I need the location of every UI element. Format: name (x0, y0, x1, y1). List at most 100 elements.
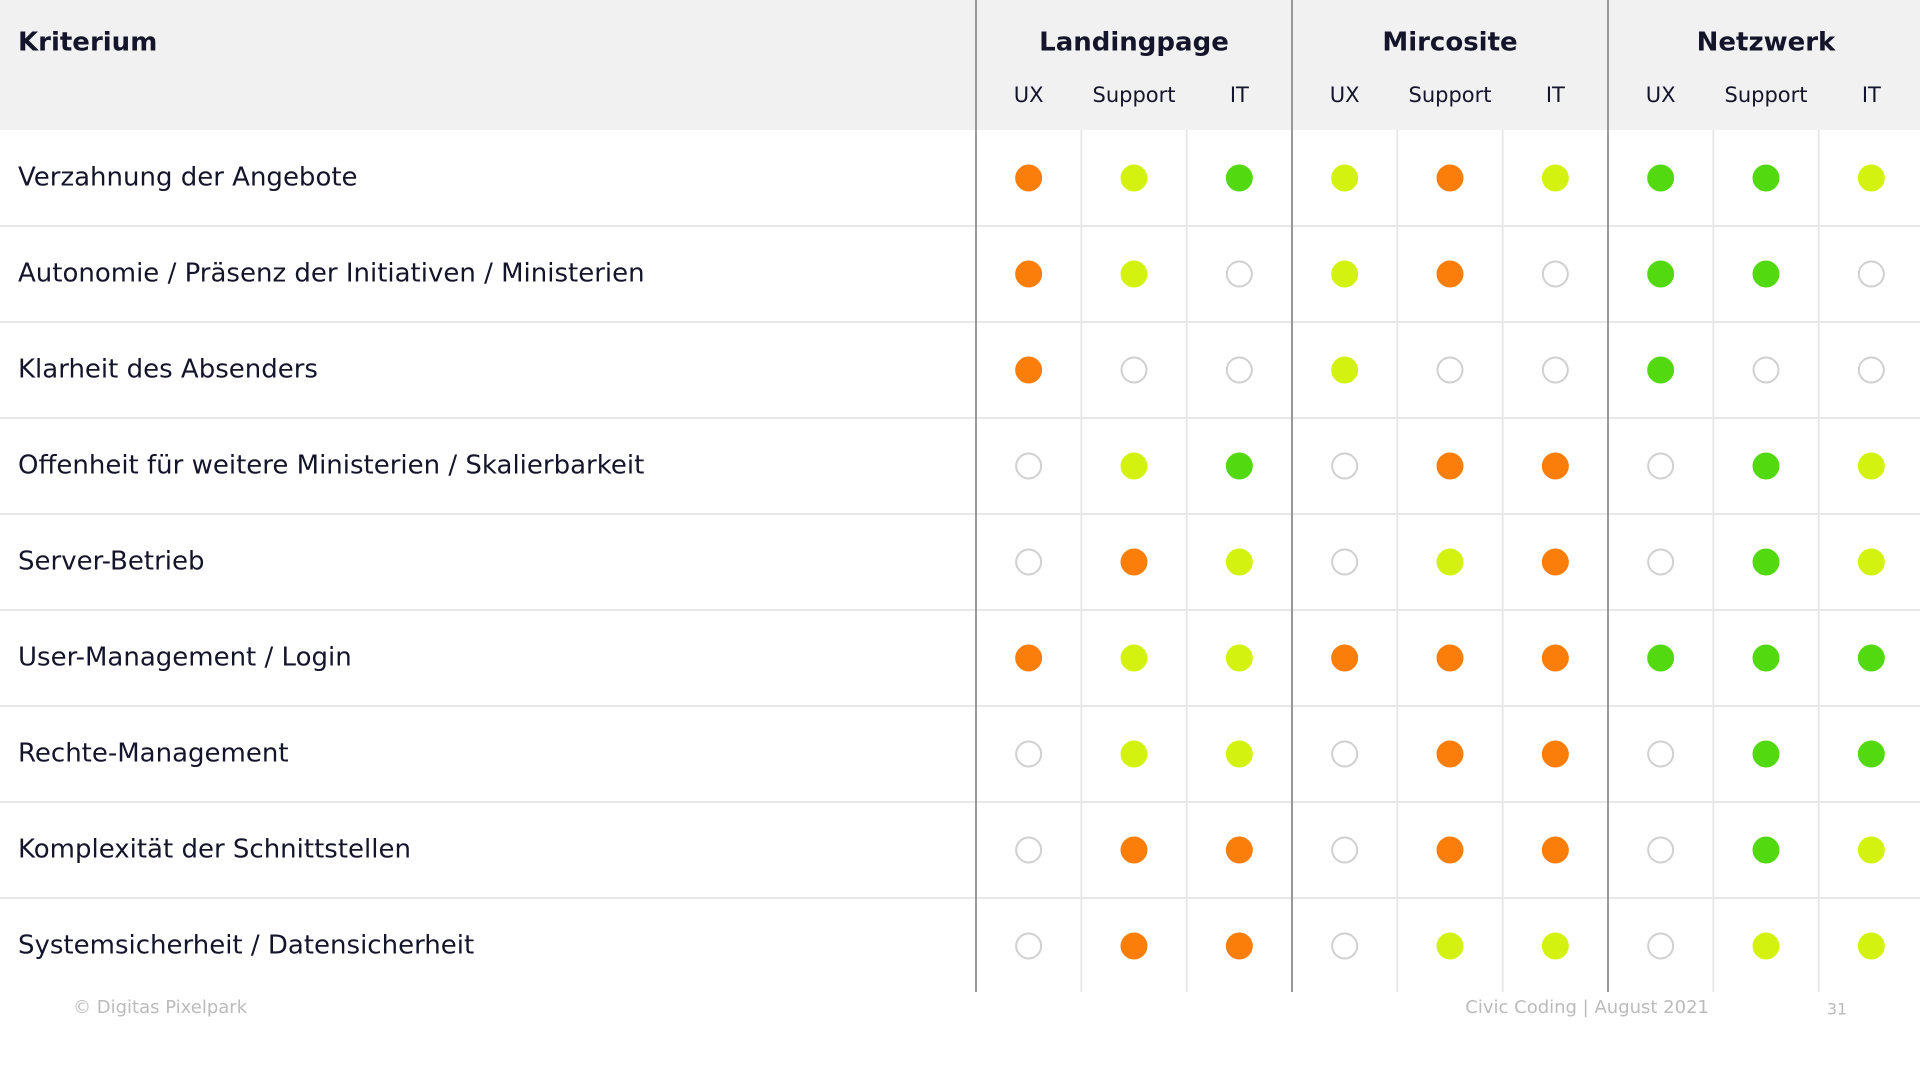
status-dot (1225, 548, 1253, 576)
status-dot (1752, 356, 1780, 384)
status-dot (1647, 164, 1675, 192)
status-dot (1541, 836, 1569, 864)
status-dot (1015, 836, 1043, 864)
status-dot (1752, 836, 1780, 864)
page-number: 31 (1827, 1000, 1847, 1019)
status-dot (1120, 452, 1148, 480)
status-dot (1541, 740, 1569, 768)
column-header: Support (1408, 83, 1491, 107)
status-dot (1647, 644, 1675, 672)
column-header: UX (1646, 83, 1676, 107)
status-dot (1015, 260, 1043, 288)
status-dot (1331, 356, 1359, 384)
status-dot (1015, 932, 1043, 960)
status-dot (1857, 164, 1885, 192)
status-dot (1857, 836, 1885, 864)
status-dot (1647, 260, 1675, 288)
status-dot (1857, 932, 1885, 960)
status-dot (1647, 836, 1675, 864)
status-dot (1647, 356, 1675, 384)
group-header: Netzwerk (1697, 28, 1836, 58)
status-dot (1225, 260, 1253, 288)
status-dot (1120, 356, 1148, 384)
status-dot (1541, 548, 1569, 576)
criterion-label: Komplexität der Schnittstellen (18, 835, 411, 865)
criterion-label: Systemsicherheit / Datensicherheit (18, 931, 474, 961)
copyright: © Digitas Pixelpark (73, 997, 248, 1018)
status-dot (1015, 740, 1043, 768)
status-dot (1225, 452, 1253, 480)
status-dot (1225, 644, 1253, 672)
status-dot (1857, 740, 1885, 768)
status-dot (1752, 548, 1780, 576)
footer-event: Civic Coding | August 2021 (1465, 997, 1709, 1018)
status-dot (1647, 740, 1675, 768)
column-header: UX (1014, 83, 1044, 107)
status-dot (1225, 932, 1253, 960)
status-dot (1752, 932, 1780, 960)
criterion-label: Offenheit für weitere Ministerien / Skal… (18, 451, 644, 481)
group-header: Mircosite (1382, 28, 1517, 58)
status-dot (1857, 452, 1885, 480)
status-dot (1331, 836, 1359, 864)
status-dot (1120, 260, 1148, 288)
status-dot (1331, 548, 1359, 576)
status-dot (1541, 452, 1569, 480)
status-dot (1015, 356, 1043, 384)
status-dot (1331, 644, 1359, 672)
status-dot (1225, 836, 1253, 864)
status-dot (1857, 260, 1885, 288)
status-dot (1015, 644, 1043, 672)
status-dot (1436, 932, 1464, 960)
status-dot (1541, 644, 1569, 672)
status-dot (1436, 452, 1464, 480)
status-dot (1752, 452, 1780, 480)
criterion-label: User-Management / Login (18, 643, 352, 673)
column-header: UX (1330, 83, 1360, 107)
status-dot (1015, 164, 1043, 192)
criterion-label: Autonomie / Präsenz der Initiativen / Mi… (18, 259, 645, 289)
group-header: Landingpage (1039, 28, 1229, 58)
status-dot (1857, 356, 1885, 384)
status-dot (1647, 932, 1675, 960)
status-dot (1225, 356, 1253, 384)
status-dot (1120, 836, 1148, 864)
status-dot (1436, 548, 1464, 576)
status-dot (1752, 260, 1780, 288)
status-dot (1436, 740, 1464, 768)
status-dot (1647, 452, 1675, 480)
status-dot (1120, 932, 1148, 960)
criterion-label: Server-Betrieb (18, 547, 205, 577)
status-dot (1752, 164, 1780, 192)
status-dot (1331, 164, 1359, 192)
status-dot (1541, 932, 1569, 960)
status-dot (1331, 452, 1359, 480)
column-header: IT (1862, 83, 1881, 107)
criterion-label: Klarheit des Absenders (18, 355, 318, 385)
status-dot (1436, 260, 1464, 288)
status-dot (1857, 644, 1885, 672)
criterion-label: Rechte-Management (18, 739, 289, 769)
column-header: Support (1092, 83, 1175, 107)
status-dot (1015, 548, 1043, 576)
status-dot (1857, 548, 1885, 576)
status-dot (1225, 740, 1253, 768)
status-dot (1436, 356, 1464, 384)
status-dot (1541, 356, 1569, 384)
status-dot (1225, 164, 1253, 192)
column-header: IT (1230, 83, 1249, 107)
criterion-label: Verzahnung der Angebote (18, 163, 358, 193)
status-dot (1541, 260, 1569, 288)
status-dot (1331, 932, 1359, 960)
status-dot (1647, 548, 1675, 576)
status-dot (1436, 644, 1464, 672)
status-dot (1331, 740, 1359, 768)
column-header: Support (1724, 83, 1807, 107)
status-dot (1436, 164, 1464, 192)
criterion-header: Kriterium (18, 28, 157, 58)
status-dot (1120, 740, 1148, 768)
status-dot (1541, 164, 1569, 192)
status-dot (1120, 164, 1148, 192)
status-dot (1752, 644, 1780, 672)
